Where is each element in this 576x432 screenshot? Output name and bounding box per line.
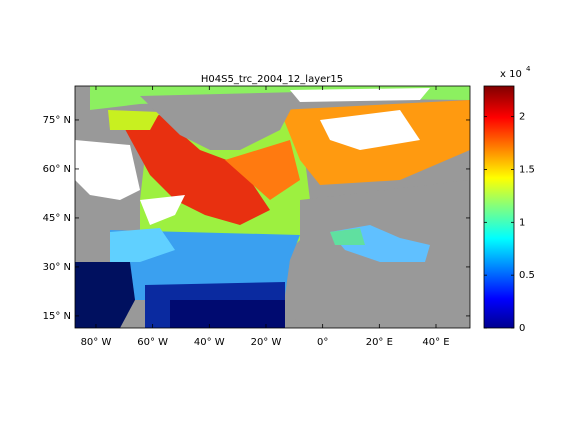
mediterranean [330,228,365,245]
x-tick-label: 80° W [81,337,112,348]
colorbar-tick-label: 0 [519,323,525,334]
colorbar-tick-label: 1.5 [519,164,535,175]
y-tick-label: 60° N [43,164,71,175]
colorbar-tick-label: 0.5 [519,270,535,281]
axes-box [74,85,471,329]
no-data [320,110,420,150]
no-data [290,88,430,102]
colorbar-multiplier: x 10 [500,69,522,80]
x-tick-label: 20° W [251,337,282,348]
greenland [140,92,300,150]
map-field [75,86,470,328]
y-tick-label: 45° N [43,213,71,224]
no-data [75,140,140,200]
colorbar [483,85,515,329]
ocean [75,262,135,328]
ocean [110,228,175,262]
colorbar-tick-label: 1 [519,217,525,228]
ocean [120,115,270,225]
x-tick-label: 40° E [422,337,449,348]
x-tick-label: 40° W [194,337,225,348]
x-tick-label: 60° W [137,337,168,348]
y-tick-label: 15° N [43,311,71,322]
y-tick-label: 75° N [43,115,71,126]
colorbar-exponent: 4 [526,65,531,73]
map-title: H04S5_trc_2004_12_layer15 [201,74,343,85]
x-tick-label: 0° [317,337,328,348]
ocean [225,140,300,200]
ocean [108,110,160,130]
no-data [140,195,185,225]
colorbar-tick-label: 2 [519,112,525,123]
x-tick-label: 20° E [366,337,393,348]
ocean [170,300,285,328]
y-tick-label: 30° N [43,262,71,273]
